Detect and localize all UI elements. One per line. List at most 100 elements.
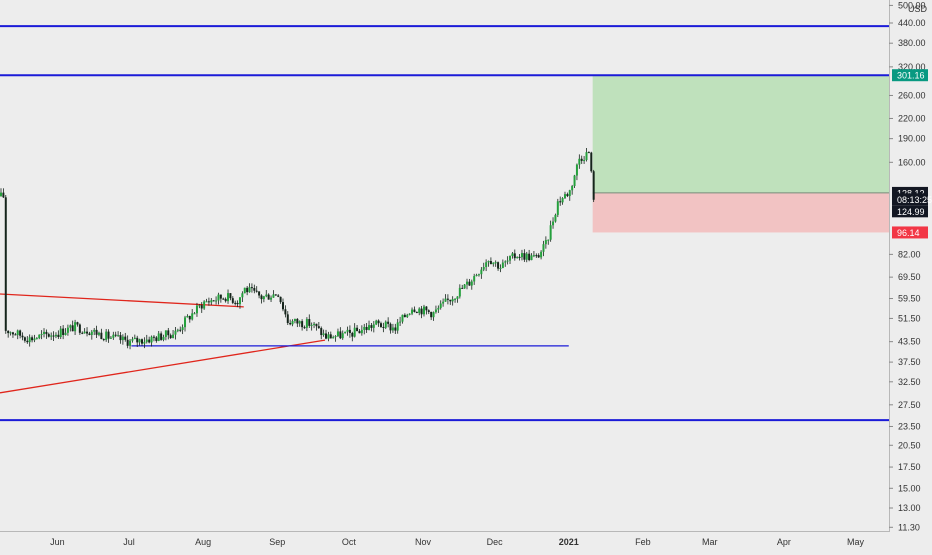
currency-label: USD bbox=[908, 4, 928, 14]
candle-body bbox=[112, 334, 115, 338]
candle-body bbox=[148, 339, 151, 343]
candle bbox=[549, 220, 552, 242]
candle-body bbox=[241, 293, 244, 298]
time-tick-label: Mar bbox=[702, 537, 718, 547]
candle-body bbox=[482, 267, 485, 270]
candle bbox=[430, 311, 433, 321]
candle bbox=[305, 317, 308, 332]
candle-body bbox=[105, 331, 108, 341]
candle-body bbox=[62, 328, 65, 335]
candle-body bbox=[97, 332, 100, 335]
candle-body bbox=[281, 302, 284, 310]
candle-body bbox=[528, 253, 531, 261]
candle bbox=[69, 324, 72, 332]
candle bbox=[315, 323, 318, 331]
candle-body bbox=[516, 256, 519, 259]
price-axis: 500.00 440.00 380.00 320.00 260.00 220.00 190.… bbox=[889, 0, 932, 532]
price-tick-label: 51.50 bbox=[898, 313, 921, 323]
candle-body bbox=[205, 301, 208, 303]
candle bbox=[16, 329, 19, 340]
candle-body bbox=[442, 301, 445, 304]
candle bbox=[148, 336, 151, 344]
candle-body bbox=[21, 335, 24, 338]
candle-body bbox=[186, 316, 189, 318]
candle bbox=[59, 326, 62, 340]
candle-body bbox=[164, 330, 167, 337]
candle-body bbox=[547, 239, 550, 241]
candle bbox=[210, 298, 213, 306]
candle bbox=[195, 302, 198, 317]
candle bbox=[176, 328, 179, 333]
candle-body bbox=[246, 287, 249, 293]
candle bbox=[90, 329, 93, 340]
candle bbox=[499, 264, 502, 273]
candles bbox=[0, 148, 595, 350]
candle-body bbox=[54, 334, 57, 337]
candle-body bbox=[138, 339, 141, 343]
price-tick-label: 20.50 bbox=[898, 440, 921, 450]
current-price-label: 124.99 bbox=[892, 205, 928, 218]
candle bbox=[592, 169, 595, 203]
candle bbox=[301, 319, 304, 331]
candle-body bbox=[289, 322, 292, 325]
time-tick-label: Nov bbox=[415, 537, 432, 547]
time-tick-label: Oct bbox=[342, 537, 357, 547]
candle-body bbox=[219, 294, 222, 299]
candle-body bbox=[107, 331, 110, 339]
trendline-ascending-support bbox=[0, 339, 326, 394]
candle bbox=[296, 318, 299, 328]
candle-body bbox=[430, 311, 433, 318]
candle-body bbox=[468, 281, 471, 286]
candle bbox=[217, 292, 220, 305]
candle bbox=[590, 151, 593, 173]
candle bbox=[284, 305, 287, 318]
current-price-label-bg bbox=[892, 205, 928, 218]
candle bbox=[100, 328, 103, 340]
candle-body bbox=[425, 306, 428, 311]
candle-body bbox=[494, 262, 497, 264]
candle-body bbox=[365, 326, 368, 330]
candle-body bbox=[473, 276, 476, 282]
candle-body bbox=[377, 320, 380, 324]
candle bbox=[437, 305, 440, 313]
candle bbox=[339, 327, 342, 340]
candle-body bbox=[100, 332, 103, 340]
candle-body bbox=[150, 336, 153, 343]
candle bbox=[121, 334, 124, 345]
current-price-label-text: 124.99 bbox=[897, 207, 925, 217]
candle bbox=[360, 325, 363, 336]
candle bbox=[547, 239, 550, 245]
candle bbox=[552, 217, 555, 229]
candle-body bbox=[568, 190, 571, 197]
candle bbox=[234, 300, 237, 306]
candle-body bbox=[432, 312, 435, 318]
candle-body bbox=[358, 331, 361, 334]
candle-body bbox=[439, 303, 442, 308]
candle bbox=[346, 326, 349, 336]
candle-body bbox=[454, 298, 457, 300]
candle-body bbox=[250, 287, 253, 289]
candle bbox=[413, 306, 416, 313]
candle bbox=[368, 320, 371, 331]
candle-body bbox=[291, 321, 294, 325]
candle bbox=[356, 325, 359, 332]
candle-body bbox=[267, 294, 270, 300]
candle-body bbox=[575, 164, 578, 176]
candle bbox=[126, 335, 129, 349]
candle bbox=[97, 331, 100, 337]
candle bbox=[43, 328, 46, 338]
candle-body bbox=[7, 330, 10, 334]
candle-body bbox=[530, 255, 533, 261]
candle-body bbox=[523, 253, 526, 260]
candle-body bbox=[470, 281, 473, 286]
candle-body bbox=[322, 333, 325, 336]
candle bbox=[375, 319, 378, 326]
candle bbox=[442, 298, 445, 307]
candle-body bbox=[446, 298, 449, 300]
candle bbox=[334, 335, 337, 342]
candle-body bbox=[520, 253, 523, 258]
candle-body bbox=[552, 221, 555, 226]
candle bbox=[4, 194, 7, 334]
